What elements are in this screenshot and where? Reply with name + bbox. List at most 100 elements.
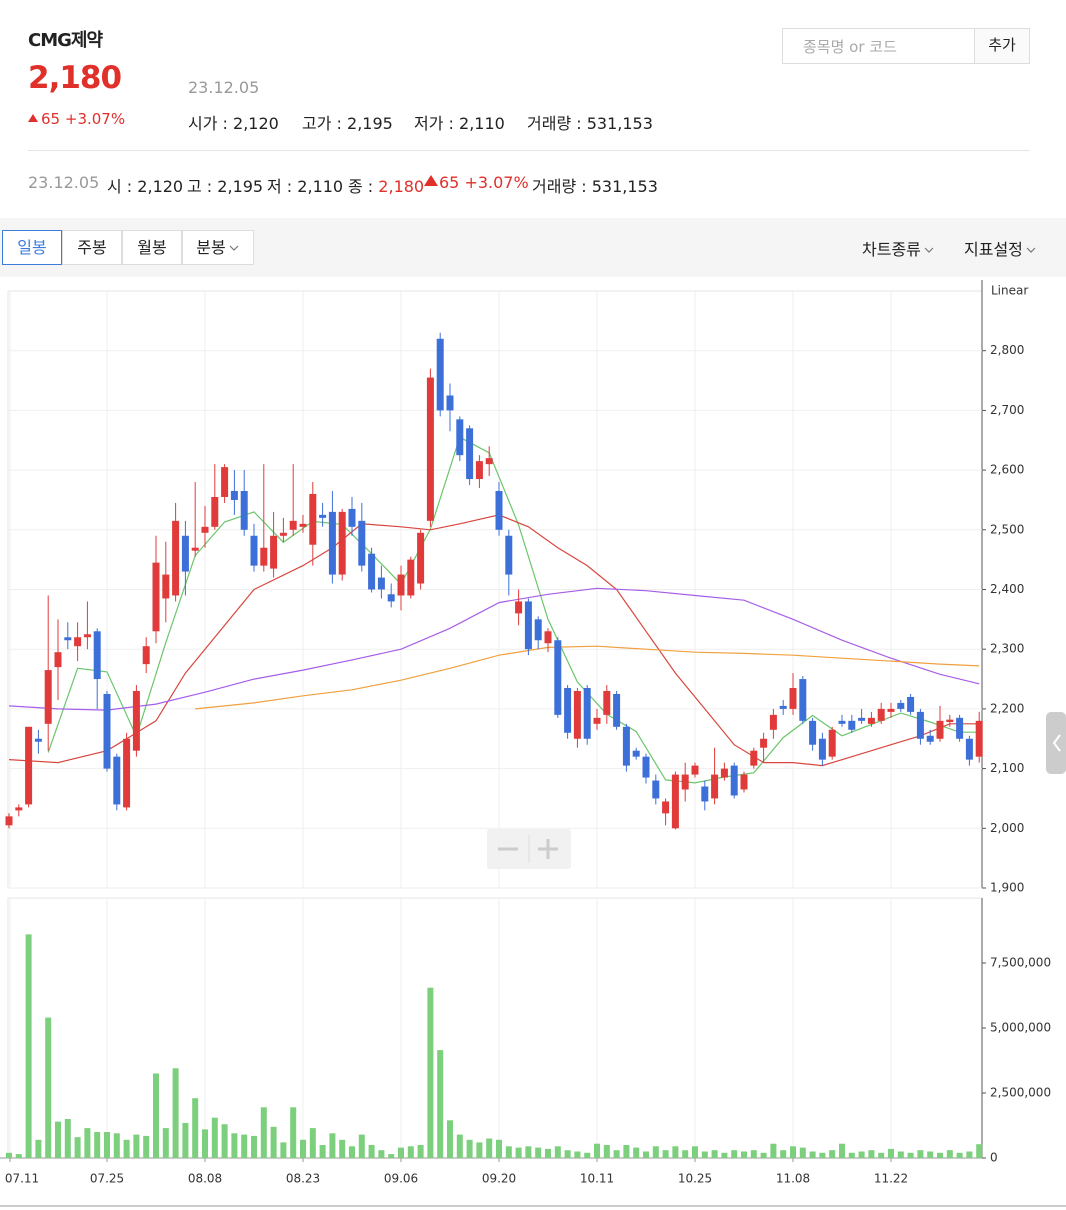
moving-average [8,587,980,711]
y-tick-label: 2,800 [990,343,1024,357]
volume-bar [368,1145,375,1158]
candle-body [230,490,238,500]
volume-value: 531,153 [591,177,658,196]
add-button[interactable]: 추가 [974,29,1029,63]
candle-body [348,508,356,527]
volume-bar [358,1134,365,1158]
candle-body [426,377,434,521]
item-label: 고 : [187,177,213,196]
period-tab[interactable]: 일봉 [2,230,62,265]
candle-body [377,577,385,590]
candle-body [740,774,748,790]
candle-body [436,338,444,411]
candle-body [475,461,483,480]
y-tick-label: 1,900 [990,881,1024,895]
indicator-menu[interactable]: 지표설정 [964,236,1037,260]
stat: 거래량 : 531,153 [527,110,653,134]
candle-body [132,690,140,751]
candle-body [103,693,111,769]
volume-bar [113,1133,120,1158]
volume-bar [662,1150,669,1158]
candle-body [828,729,836,757]
x-tick-label: 11.08 [776,1172,810,1186]
chevron [1026,247,1036,253]
item-value: 2,110 [297,177,344,196]
volume-bar [692,1146,698,1158]
x-tick-label: 09.20 [482,1172,516,1186]
summary-date: 23.12.05 [28,173,100,192]
side-handle[interactable] [1046,712,1066,774]
stat-value: 531,153 [586,114,653,133]
volume-bar [652,1146,659,1158]
volume-bar [241,1134,248,1158]
stat-value: 2,110 [459,114,505,133]
candle-body [123,738,131,808]
candle-body [240,490,248,530]
volume-bar [25,934,32,1158]
stat-label: 시가 : [188,114,228,133]
candle-body [407,559,415,596]
candle-body [93,631,101,680]
summary-item: 저 : 2,110 [267,173,343,197]
candle-body [760,738,768,748]
volume-bar [603,1145,610,1158]
volume-bar [280,1142,287,1158]
candle-body [554,640,562,715]
candle-body [603,690,611,715]
candle-body [789,688,797,709]
y-tick-label: 2,500,000 [990,1086,1051,1100]
volume-bar [133,1134,140,1158]
stat: 시가 : 2,120 [188,110,279,134]
candle-body [769,714,777,730]
candle-body [358,520,366,566]
period-tab[interactable]: 주봉 [62,230,122,265]
candle-body [162,574,170,599]
volume-bar [564,1150,571,1158]
up-icon [28,114,38,122]
candle-body [897,702,905,709]
volume-bar [182,1122,189,1158]
candle-body [44,670,52,724]
volume-bar [496,1139,502,1158]
candle-body [142,646,150,665]
moving-average [47,436,980,784]
volume-bar [407,1146,414,1158]
up-icon [424,175,438,186]
candle-body [779,705,787,709]
candle-body [632,750,640,757]
volume-bar [192,1098,199,1158]
summary-change: 65 +3.07% [424,173,529,192]
candle-body [534,619,542,641]
candle-body [613,693,621,727]
moving-average [8,514,980,767]
period-tab[interactable]: 분봉 [182,230,254,265]
volume-bar [907,1152,914,1158]
candle-body [975,720,983,757]
chart-type-menu[interactable]: 차트종류 [862,236,935,260]
candle-body [466,428,474,480]
stat-value: 2,195 [347,114,393,133]
candle-body [74,637,82,647]
x-tick-label: 07.25 [90,1172,124,1186]
search-box[interactable]: 종목명 or 코드 추가 [782,28,1030,64]
volume-bar [682,1150,689,1158]
volume-bar [613,1150,620,1158]
candle-body [270,535,278,569]
volume-bar [476,1142,483,1158]
volume-bar [966,1151,973,1158]
volume-bar [829,1150,836,1158]
candle-body [916,711,924,739]
volume-bar [221,1124,228,1158]
period-tab[interactable]: 월봉 [122,230,182,265]
volume-bar [64,1119,71,1158]
stat-label: 고가 : [302,114,342,133]
x-tick-label: 10.11 [580,1172,614,1186]
volume-bar [35,1139,42,1158]
volume-bar [290,1107,297,1158]
summary-item: 고 : 2,195 [187,173,263,197]
candle-body [387,594,395,602]
volume-bar [398,1147,404,1158]
candle-body [201,526,209,533]
volume-bar [427,987,434,1158]
candle-body [181,535,189,572]
